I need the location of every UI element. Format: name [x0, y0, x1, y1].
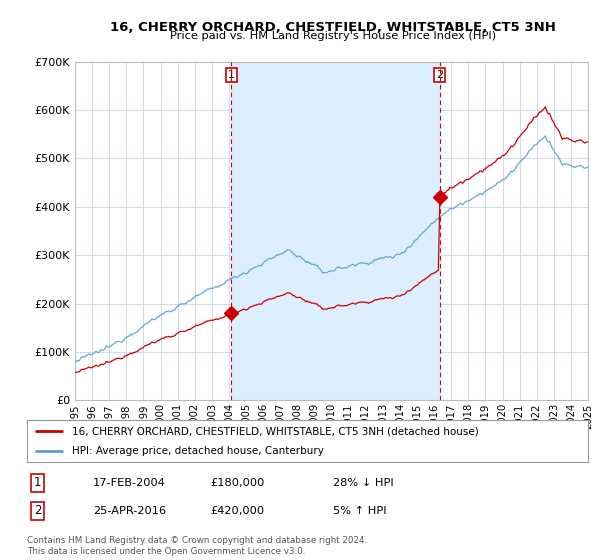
Text: Contains HM Land Registry data © Crown copyright and database right 2024.
This d: Contains HM Land Registry data © Crown c…	[27, 536, 367, 556]
Text: 2: 2	[34, 504, 41, 517]
Text: 1: 1	[34, 476, 41, 489]
Text: 2: 2	[436, 70, 443, 80]
Text: 28% ↓ HPI: 28% ↓ HPI	[333, 478, 394, 488]
Text: 1: 1	[227, 70, 235, 80]
Text: 16, CHERRY ORCHARD, CHESTFIELD, WHITSTABLE, CT5 3NH (detached house): 16, CHERRY ORCHARD, CHESTFIELD, WHITSTAB…	[72, 426, 479, 436]
Text: 17-FEB-2004: 17-FEB-2004	[93, 478, 166, 488]
Text: £420,000: £420,000	[210, 506, 264, 516]
Text: Price paid vs. HM Land Registry's House Price Index (HPI): Price paid vs. HM Land Registry's House …	[170, 31, 496, 41]
Text: 16, CHERRY ORCHARD, CHESTFIELD, WHITSTABLE, CT5 3NH: 16, CHERRY ORCHARD, CHESTFIELD, WHITSTAB…	[110, 21, 556, 34]
Bar	[231, 62, 440, 400]
Text: £180,000: £180,000	[210, 478, 265, 488]
Text: HPI: Average price, detached house, Canterbury: HPI: Average price, detached house, Cant…	[72, 446, 324, 456]
Text: 25-APR-2016: 25-APR-2016	[93, 506, 166, 516]
Text: 5% ↑ HPI: 5% ↑ HPI	[333, 506, 386, 516]
